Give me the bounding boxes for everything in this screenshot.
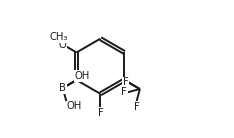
Text: F: F xyxy=(134,102,139,112)
Text: OH: OH xyxy=(66,101,82,111)
Text: F: F xyxy=(123,77,128,87)
Text: B: B xyxy=(59,83,66,93)
Text: O: O xyxy=(59,39,67,50)
Text: F: F xyxy=(98,108,103,118)
Text: CH₃: CH₃ xyxy=(50,32,68,42)
Text: F: F xyxy=(121,87,127,97)
Text: OH: OH xyxy=(75,71,90,81)
